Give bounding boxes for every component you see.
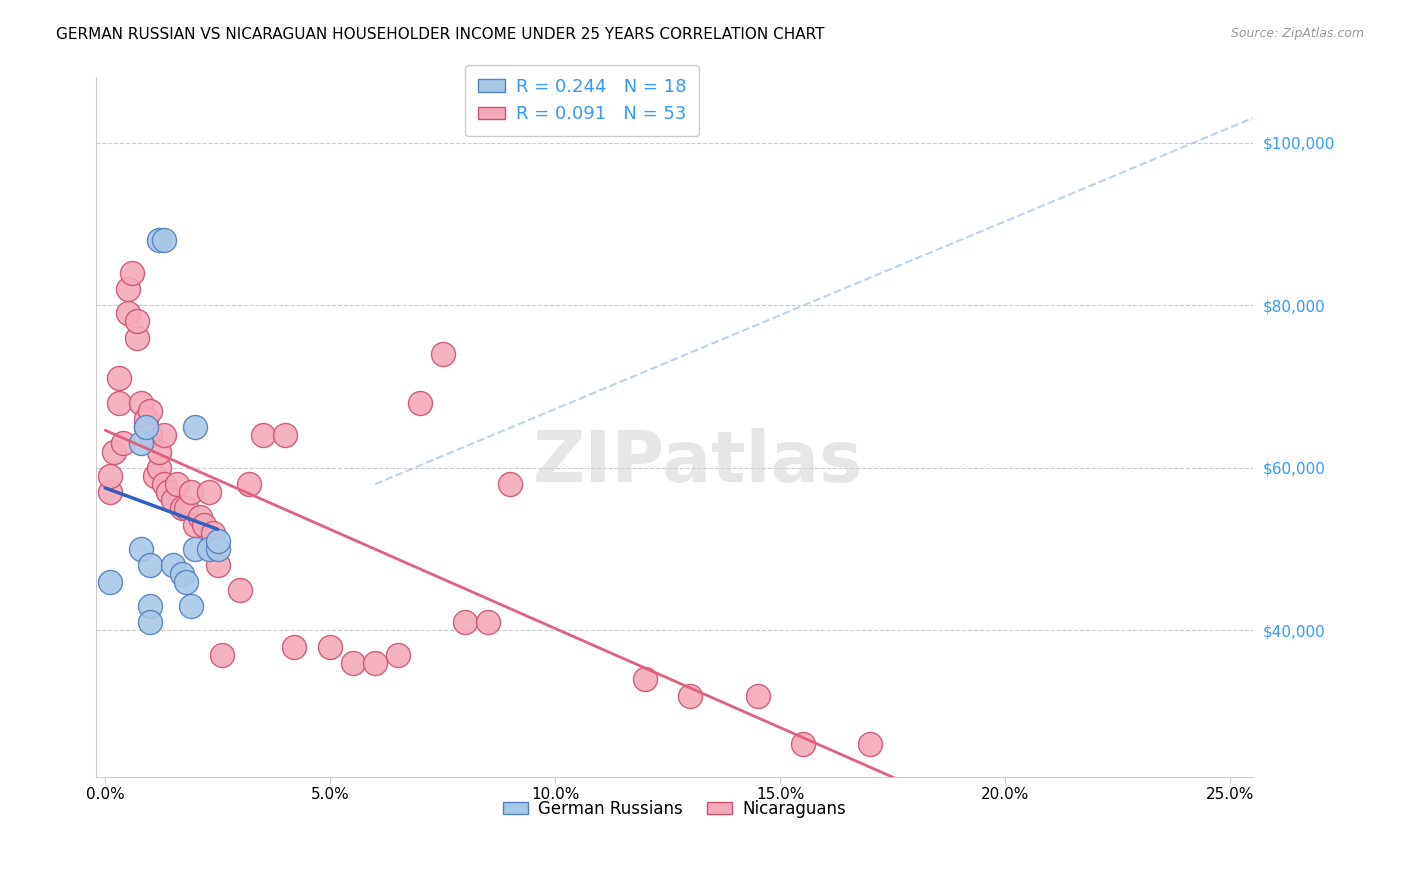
Point: [184, 420, 207, 434]
Point: [432, 347, 454, 361]
Point: [211, 648, 233, 662]
Point: [792, 737, 814, 751]
Point: [98, 574, 121, 589]
Point: [229, 582, 252, 597]
Point: [152, 233, 174, 247]
Point: [747, 689, 769, 703]
Point: [148, 460, 170, 475]
Text: Source: ZipAtlas.com: Source: ZipAtlas.com: [1230, 27, 1364, 40]
Point: [152, 428, 174, 442]
Point: [139, 558, 162, 573]
Point: [162, 493, 184, 508]
Point: [162, 558, 184, 573]
Point: [188, 509, 211, 524]
Point: [180, 599, 202, 613]
Point: [166, 477, 188, 491]
Point: [135, 412, 157, 426]
Text: ZIPatlas: ZIPatlas: [533, 427, 863, 497]
Point: [319, 640, 342, 654]
Point: [117, 306, 139, 320]
Point: [238, 477, 260, 491]
Point: [157, 485, 180, 500]
Point: [679, 689, 702, 703]
Point: [117, 282, 139, 296]
Point: [252, 428, 274, 442]
Point: [193, 517, 215, 532]
Point: [634, 673, 657, 687]
Point: [454, 615, 477, 630]
Point: [143, 469, 166, 483]
Point: [107, 371, 129, 385]
Point: [207, 542, 229, 557]
Point: [129, 542, 152, 557]
Point: [125, 314, 148, 328]
Point: [197, 485, 219, 500]
Point: [364, 656, 387, 670]
Point: [342, 656, 364, 670]
Point: [121, 266, 143, 280]
Point: [125, 331, 148, 345]
Point: [174, 501, 197, 516]
Point: [98, 485, 121, 500]
Point: [174, 574, 197, 589]
Point: [283, 640, 305, 654]
Point: [170, 566, 193, 581]
Point: [148, 233, 170, 247]
Legend: German Russians, Nicaraguans: German Russians, Nicaraguans: [496, 793, 853, 824]
Point: [135, 420, 157, 434]
Point: [152, 477, 174, 491]
Point: [387, 648, 409, 662]
Point: [139, 428, 162, 442]
Point: [103, 444, 125, 458]
Point: [148, 444, 170, 458]
Point: [129, 436, 152, 450]
Point: [139, 615, 162, 630]
Point: [477, 615, 499, 630]
Point: [129, 396, 152, 410]
Text: GERMAN RUSSIAN VS NICARAGUAN HOUSEHOLDER INCOME UNDER 25 YEARS CORRELATION CHART: GERMAN RUSSIAN VS NICARAGUAN HOUSEHOLDER…: [56, 27, 825, 42]
Point: [207, 534, 229, 549]
Point: [184, 517, 207, 532]
Point: [107, 396, 129, 410]
Point: [202, 525, 225, 540]
Point: [170, 501, 193, 516]
Point: [139, 404, 162, 418]
Point: [112, 436, 135, 450]
Point: [197, 542, 219, 557]
Point: [859, 737, 882, 751]
Point: [135, 420, 157, 434]
Point: [207, 558, 229, 573]
Point: [184, 542, 207, 557]
Point: [180, 485, 202, 500]
Point: [409, 396, 432, 410]
Point: [98, 469, 121, 483]
Point: [499, 477, 522, 491]
Point: [139, 599, 162, 613]
Point: [274, 428, 297, 442]
